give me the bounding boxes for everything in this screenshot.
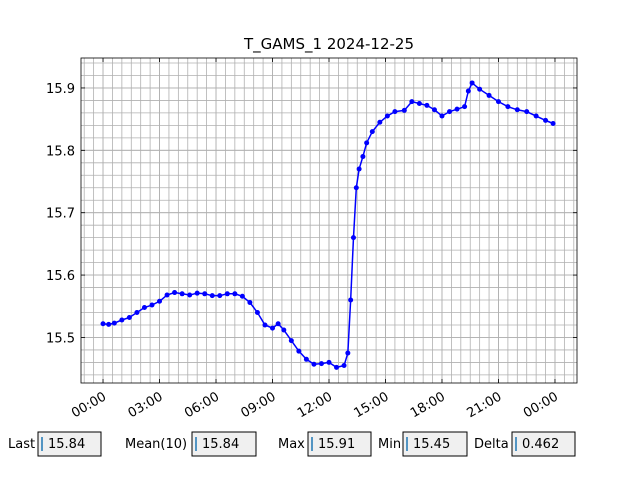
- data-point: [384, 113, 390, 119]
- data-point: [149, 302, 155, 308]
- x-tick-label: 06:00: [182, 389, 222, 421]
- data-point: [514, 107, 520, 113]
- data-point: [224, 291, 230, 297]
- data-point: [296, 348, 302, 354]
- data-point: [465, 88, 471, 94]
- data-point: [424, 102, 430, 108]
- data-point: [360, 154, 366, 160]
- data-point: [431, 107, 437, 113]
- y-tick-label: 15.6: [46, 269, 75, 284]
- stat-box: [402, 431, 468, 457]
- data-point: [141, 305, 147, 311]
- data-point: [187, 292, 193, 298]
- stat-value: 15.84: [48, 437, 85, 452]
- data-point: [194, 290, 200, 296]
- data-point: [348, 297, 354, 303]
- data-point: [232, 291, 238, 297]
- data-point: [550, 120, 556, 126]
- data-point: [303, 356, 309, 362]
- data-point: [311, 361, 317, 367]
- y-tick-label: 15.8: [46, 144, 75, 159]
- stat-box: [511, 431, 576, 457]
- data-point: [275, 321, 281, 327]
- data-point: [100, 321, 106, 327]
- data-point: [495, 99, 501, 105]
- data-point: [254, 310, 260, 316]
- y-tick-label: 15.7: [46, 207, 75, 222]
- stat-label: Delta: [474, 437, 509, 452]
- data-point: [209, 293, 215, 299]
- x-tick-label: 21:00: [465, 389, 505, 421]
- data-point: [172, 290, 178, 296]
- x-tick-label: 15:00: [352, 389, 392, 421]
- data-point: [533, 113, 539, 119]
- data-point: [447, 109, 453, 115]
- data-point: [217, 293, 223, 299]
- data-point: [119, 317, 125, 323]
- x-tick-label: 00:00: [69, 389, 109, 421]
- data-point: [318, 361, 324, 367]
- x-tick-label: 18:00: [408, 389, 448, 421]
- stat-value: 15.45: [413, 437, 450, 452]
- stat-label: Last: [8, 437, 35, 452]
- plot-frame: [80, 57, 578, 384]
- data-point: [262, 322, 268, 328]
- stat-label: Max: [278, 437, 305, 452]
- data-point: [134, 310, 140, 316]
- stat-box: [191, 431, 257, 457]
- x-tick-label: 09:00: [239, 389, 279, 421]
- stat-label: Min: [378, 437, 401, 452]
- data-point: [486, 92, 492, 98]
- data-point: [270, 325, 276, 331]
- data-point: [356, 166, 362, 172]
- data-point: [126, 315, 132, 321]
- data-point: [341, 363, 347, 369]
- stat-value: 15.84: [202, 437, 239, 452]
- data-point: [439, 113, 445, 119]
- data-point: [353, 185, 359, 191]
- data-point: [326, 359, 332, 365]
- data-point: [454, 106, 460, 112]
- data-point: [179, 291, 185, 297]
- data-point: [111, 320, 117, 326]
- data-point: [239, 293, 245, 299]
- data-point: [409, 99, 415, 105]
- y-tick-label: 15.5: [46, 331, 75, 346]
- data-point: [157, 298, 163, 304]
- data-point: [524, 109, 530, 115]
- data-point: [281, 327, 287, 333]
- stat-box: [307, 431, 372, 457]
- data-point: [401, 107, 407, 113]
- x-tick-label: 00:00: [521, 389, 561, 421]
- data-point: [288, 338, 294, 344]
- stat-box: [37, 431, 102, 457]
- data-point: [334, 364, 340, 370]
- data-point: [164, 292, 170, 298]
- x-tick-label: 03:00: [126, 389, 166, 421]
- data-point: [345, 350, 351, 356]
- data-point: [202, 291, 208, 297]
- data-point: [247, 300, 253, 306]
- data-point: [477, 86, 483, 92]
- data-point: [543, 117, 549, 123]
- stat-label: Mean(10): [125, 437, 187, 452]
- data-point: [369, 129, 375, 135]
- data-point: [106, 321, 112, 327]
- data-point: [416, 101, 422, 107]
- data-point: [392, 109, 398, 115]
- data-point: [462, 104, 468, 110]
- chart-title: T_GAMS_1 2024-12-25: [243, 35, 414, 54]
- data-point: [469, 80, 475, 86]
- data-point: [364, 140, 370, 146]
- data-point: [350, 235, 356, 241]
- stat-value: 0.462: [522, 437, 559, 452]
- x-tick-label: 12:00: [295, 389, 335, 421]
- y-tick-label: 15.9: [46, 82, 75, 97]
- data-point: [377, 119, 383, 125]
- data-point: [505, 104, 511, 110]
- stat-value: 15.91: [318, 437, 355, 452]
